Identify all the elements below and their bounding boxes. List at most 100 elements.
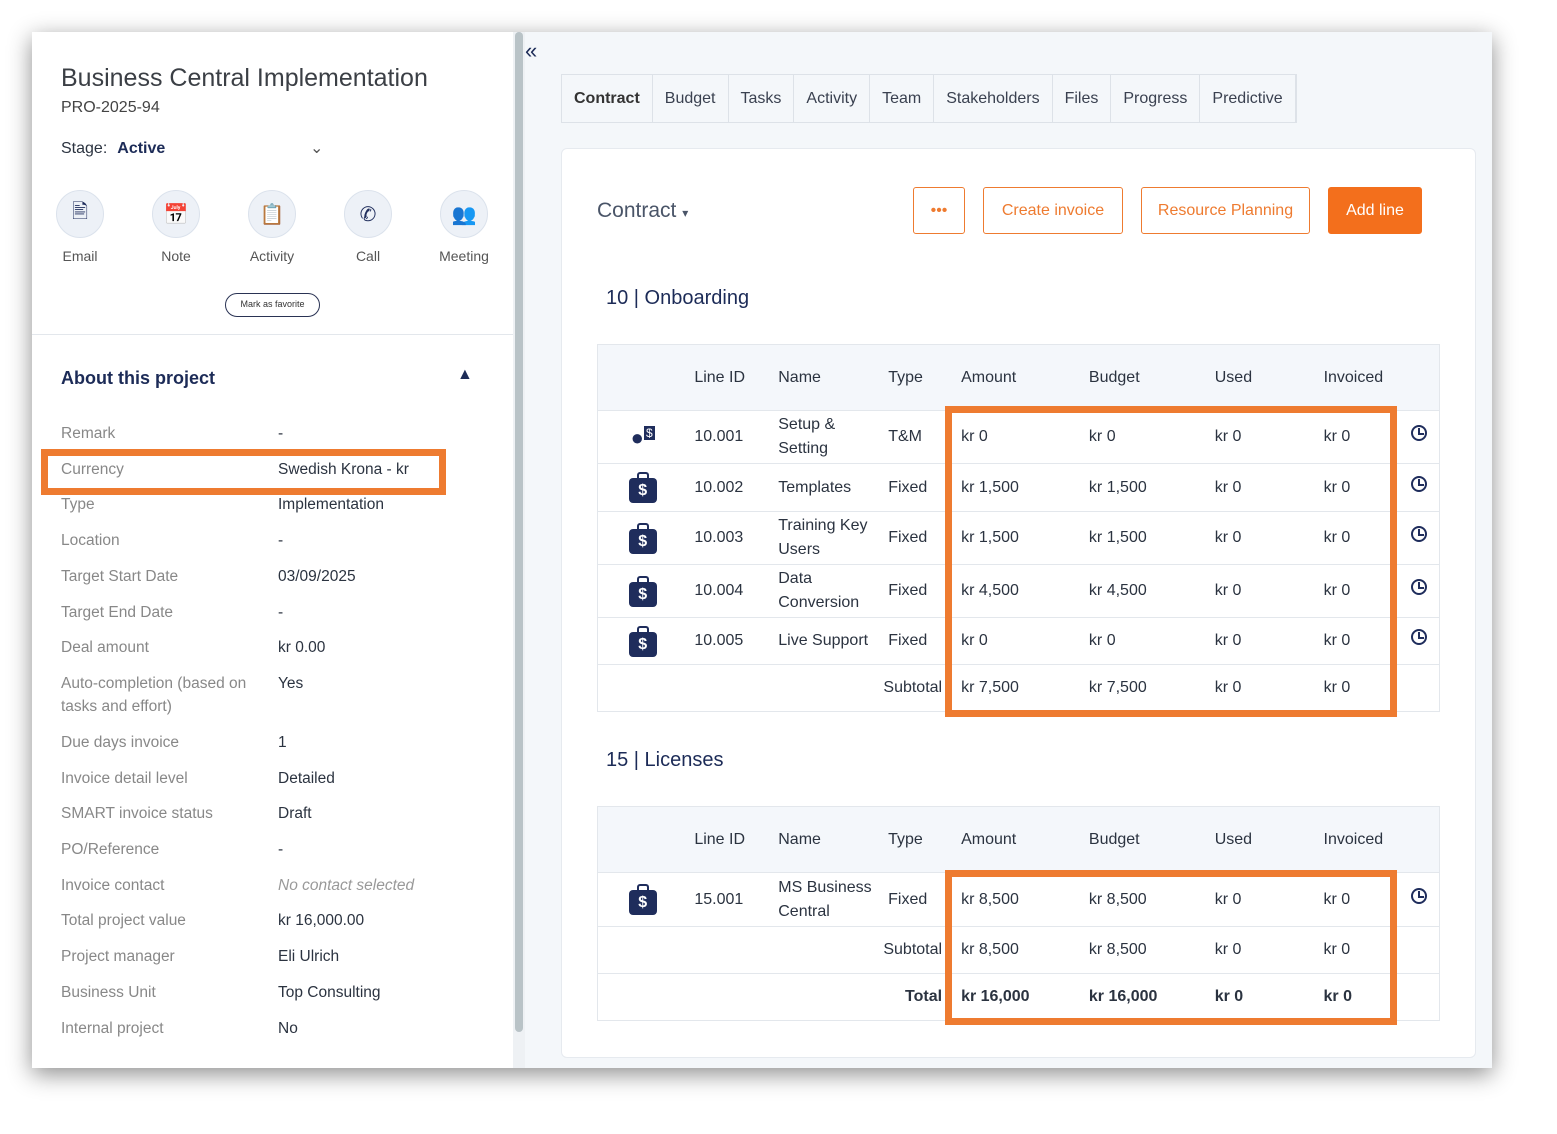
field-label: Invoice detail level: [61, 769, 188, 787]
cell-invoiced: kr 0: [1316, 410, 1399, 464]
action-email-button[interactable]: 🖹 Email: [45, 190, 115, 264]
clock-icon: [1410, 629, 1427, 645]
subtotal-used: kr 0: [1207, 664, 1317, 712]
action-label: Call: [355, 248, 381, 264]
tab-contract[interactable]: Contract: [562, 75, 653, 122]
history-button[interactable]: [1398, 617, 1440, 665]
field-label: Remark: [61, 425, 116, 442]
field-label: Type: [61, 496, 95, 514]
cell-budget: kr 8,500: [1081, 872, 1208, 927]
cell-type: T&M: [881, 410, 955, 464]
table-row[interactable]: ● $10.001 Setup & Setting T&M kr 0 kr 0 kr 0 kr…: [597, 410, 1440, 464]
money-bag-icon: $: [628, 884, 657, 915]
tab-team[interactable]: Team: [870, 75, 935, 122]
contract-dropdown[interactable]: Contract ▾: [597, 199, 689, 222]
action-call-button[interactable]: ✆ Call: [333, 190, 403, 264]
cell-id: 15.001: [687, 872, 772, 927]
subtotal-label: Subtotal: [597, 664, 955, 712]
field-value: Top Consulting: [278, 983, 381, 1001]
column-header: Name: [771, 344, 882, 411]
history-button[interactable]: [1398, 463, 1440, 512]
cell-name: Data Conversion: [771, 564, 882, 618]
subtotal-amount: kr 7,500: [954, 664, 1082, 712]
action-label: Activity: [249, 248, 295, 264]
note-icon: 📅: [152, 190, 200, 238]
history-button[interactable]: [1398, 511, 1440, 565]
field-value: No: [278, 1019, 298, 1037]
app-window: Business Central Implementation PRO-2025…: [32, 32, 1492, 1068]
cell-budget: kr 1,500: [1081, 511, 1208, 565]
cell-used: kr 0: [1207, 410, 1317, 464]
tab-files[interactable]: Files: [1053, 75, 1112, 122]
tab-budget[interactable]: Budget: [653, 75, 729, 122]
action-note-button[interactable]: 📅 Note: [141, 190, 211, 264]
history-button[interactable]: [1398, 872, 1440, 927]
activity-icon: 📋: [248, 190, 296, 238]
field-label: Total project value: [61, 912, 186, 930]
amounts-highlight: [945, 870, 1397, 1025]
add-line-button[interactable]: Add line: [1328, 187, 1422, 234]
tab-progress[interactable]: Progress: [1111, 75, 1201, 122]
field-value: kr 16,000.00: [278, 912, 365, 930]
clock-icon: [1410, 475, 1427, 492]
tab-stakeholders[interactable]: Stakeholders: [934, 75, 1053, 122]
collapse-icon[interactable]: «: [525, 38, 538, 63]
scrollbar-thumb[interactable]: [515, 32, 523, 1032]
cell-id: 10.005: [687, 617, 772, 665]
subtotal-row: Subtotal kr 7,500 kr 7,500 kr 0 kr 0: [597, 664, 1440, 712]
project-code: PRO-2025-94: [61, 99, 160, 116]
mark-favorite-button[interactable]: Mark as favorite: [225, 293, 320, 317]
project-sidebar: Business Central Implementation PRO-2025…: [32, 32, 513, 1068]
cell-budget: kr 0: [1081, 410, 1208, 464]
create-invoice-button[interactable]: Create invoice: [983, 187, 1123, 234]
subtotal-budget: kr 8,500: [1081, 926, 1208, 974]
action-activity-button[interactable]: 📋 Activity: [237, 190, 307, 264]
resource-planning-button[interactable]: Resource Planning: [1141, 187, 1310, 234]
more-button[interactable]: •••: [913, 187, 965, 234]
table-row[interactable]: $10.004 Data Conversion Fixed kr 4,500 kr 4,…: [597, 564, 1440, 618]
cell-invoiced: kr 0: [1316, 564, 1399, 618]
contract-lines-table: Line ID Name Type Amount Budget Used Invoiced $…: [597, 806, 1440, 1021]
stage-selector[interactable]: Stage: Active: [61, 140, 165, 158]
history-button[interactable]: [1398, 410, 1440, 464]
cell-budget: kr 4,500: [1081, 564, 1208, 618]
action-label: Note: [161, 248, 191, 264]
history-button[interactable]: [1398, 564, 1440, 618]
column-header: Used: [1207, 806, 1317, 873]
cell-name: MS Business Central: [771, 872, 882, 927]
table-row[interactable]: $10.002 Templates Fixed kr 1,500 kr 1,500 kr …: [597, 463, 1440, 512]
chevron-down-icon[interactable]: ⌄: [310, 140, 324, 157]
table-row[interactable]: $10.005 Live Support Fixed kr 0 kr 0 kr 0 kr 0: [597, 617, 1440, 665]
subtotal-label: Subtotal: [597, 926, 955, 974]
contract-lines-table: Line ID Name Type Amount Budget Used Invoiced ●…: [597, 344, 1440, 712]
action-meeting-button[interactable]: 👥 Meeting: [429, 190, 499, 264]
column-header: Used: [1207, 344, 1317, 411]
field-value: -: [278, 841, 284, 858]
cell-name: Training Key Users: [771, 511, 882, 565]
column-header: Type: [881, 344, 955, 411]
column-header: Type: [881, 806, 955, 873]
cell-id: 10.001: [687, 410, 772, 464]
cell-name: Setup & Setting: [771, 410, 882, 464]
cell-name: Templates: [771, 463, 882, 512]
cell-id: 10.003: [687, 511, 772, 565]
tab-predictive[interactable]: Predictive: [1200, 75, 1296, 122]
tab-bar: Contract Budget Tasks Activity Team Stakehold…: [561, 74, 1297, 123]
money-bag-icon: $: [628, 522, 657, 554]
clock-icon: [1410, 579, 1427, 595]
cell-amount: kr 4,500: [954, 564, 1082, 618]
cell-budget: kr 1,500: [1081, 463, 1208, 512]
table-row[interactable]: $15.001 MS Business Central Fixed kr 8,500 k…: [597, 872, 1440, 927]
amounts-highlight: [945, 406, 1397, 717]
table-header: Line ID Name Type Amount Budget Used Invoiced: [597, 344, 1440, 411]
contract-title: Contract: [597, 199, 677, 222]
sidebar-scrollbar[interactable]: [513, 32, 525, 1068]
cell-budget: kr 0: [1081, 617, 1208, 665]
total-budget: kr 16,000: [1081, 973, 1208, 1021]
tab-activity[interactable]: Activity: [794, 75, 871, 122]
section-title: 15 | Licenses: [606, 749, 724, 771]
tab-tasks[interactable]: Tasks: [729, 75, 795, 122]
table-row[interactable]: $10.003 Training Key Users Fixed kr 1,500 kr…: [597, 511, 1440, 565]
currency-highlight: [41, 449, 446, 495]
chevron-up-icon[interactable]: ▲: [457, 366, 473, 383]
